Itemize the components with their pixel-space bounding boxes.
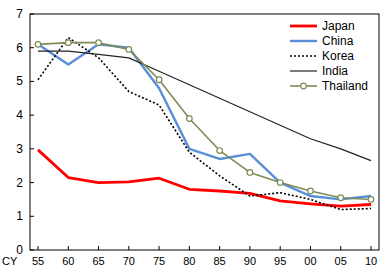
series-marker: [156, 77, 162, 83]
x-tick-label: 05: [335, 255, 347, 267]
x-tick: [38, 246, 39, 250]
legend-label: China: [322, 34, 354, 48]
y-tick: [30, 216, 34, 217]
x-tick-label: 90: [244, 255, 256, 267]
y-tick-label: 5: [16, 74, 23, 88]
legend-marker: [301, 83, 307, 89]
x-tick: [371, 246, 372, 250]
series-group: [35, 38, 374, 210]
legend-label: Korea: [322, 49, 354, 63]
x-tick-label: 75: [153, 255, 165, 267]
x-tick: [159, 246, 160, 250]
y-tick: [30, 115, 34, 116]
legend-label: India: [322, 64, 348, 78]
x-tick-label: 00: [304, 255, 316, 267]
y-tick: [30, 148, 34, 149]
series-marker: [126, 47, 132, 53]
legend-swatch: [290, 55, 317, 57]
series-line: [38, 43, 371, 200]
x-tick: [128, 246, 129, 250]
legend-swatch: [290, 40, 317, 42]
series-marker: [338, 195, 344, 201]
x-tick: [219, 246, 220, 250]
legend-label: Japan: [322, 19, 355, 33]
series-marker: [35, 42, 41, 48]
plot-frame: [30, 14, 379, 250]
series-marker: [277, 180, 283, 186]
series-line: [38, 51, 371, 161]
x-tick-label: 85: [214, 255, 226, 267]
x-tick-label: 80: [183, 255, 195, 267]
x-tick: [189, 246, 190, 250]
x-tick: [340, 246, 341, 250]
x-tick: [98, 246, 99, 250]
legend-box: [287, 17, 375, 96]
series-line: [38, 38, 371, 210]
y-tick: [30, 14, 34, 15]
y-tick-label: 2: [16, 176, 23, 190]
x-tick-label: 55: [32, 255, 44, 267]
series-marker: [217, 148, 223, 154]
y-tick: [30, 182, 34, 183]
x-tick: [68, 246, 69, 250]
x-tick-label: 65: [92, 255, 104, 267]
x-tick: [249, 246, 250, 250]
y-tick: [30, 81, 34, 82]
legend-swatch: [290, 70, 317, 71]
series-marker: [247, 170, 253, 176]
chart: 0 1 2 3 4 5 6 7 55 60 65 70 75 80 85 90 95 00 05 10 CY JapanC…: [0, 0, 385, 275]
series-marker: [96, 40, 102, 46]
x-tick: [280, 246, 281, 250]
y-tick: [30, 47, 34, 48]
y-tick-label: 1: [16, 209, 23, 223]
series-marker: [65, 40, 71, 46]
legend-swatch: [290, 25, 317, 28]
series-marker: [187, 116, 193, 122]
y-tick-label: 3: [16, 142, 23, 156]
y-tick-label: 6: [16, 41, 23, 55]
x-tick-label: 10: [365, 255, 377, 267]
x-tick-label: 60: [62, 255, 74, 267]
x-tick-label: 70: [123, 255, 135, 267]
series-marker: [368, 197, 374, 203]
x-tick-label: 95: [274, 255, 286, 267]
legend-label: Thailand: [322, 79, 368, 93]
y-tick: [30, 250, 34, 251]
legend: JapanChinaKoreaIndiaThailand: [287, 17, 375, 96]
series-line: [38, 44, 371, 199]
y-tick-label: 0: [16, 243, 23, 257]
series-marker: [308, 188, 314, 194]
y-tick-label: 4: [16, 108, 23, 122]
x-axis-label: CY: [2, 255, 18, 267]
y-tick-label: 7: [16, 7, 23, 21]
x-tick: [310, 246, 311, 250]
